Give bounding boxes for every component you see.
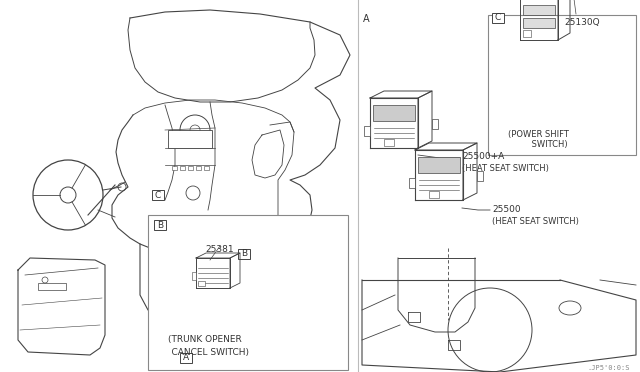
Bar [180, 166, 185, 170]
Text: B: B [157, 221, 163, 230]
Text: (TRUNK OPENER: (TRUNK OPENER [168, 335, 242, 344]
Bar [373, 105, 415, 121]
Ellipse shape [559, 301, 581, 315]
Bar [148, 215, 348, 370]
Text: CANCEL SWITCH): CANCEL SWITCH) [161, 348, 250, 357]
Text: (HEAT SEAT SWITCH): (HEAT SEAT SWITCH) [492, 217, 579, 226]
Bar [172, 166, 177, 170]
Text: C: C [495, 13, 501, 22]
Bar [204, 166, 209, 170]
Bar [180, 353, 192, 363]
Bar [418, 157, 460, 173]
Text: 25381: 25381 [205, 245, 234, 254]
Text: 25500+A: 25500+A [462, 152, 504, 161]
Bar [196, 166, 201, 170]
Text: (POWER SHIFT: (POWER SHIFT [508, 130, 569, 139]
Bar [154, 220, 166, 230]
Bar [364, 126, 370, 136]
Bar [429, 191, 439, 198]
Bar [38, 283, 66, 290]
Bar [198, 281, 205, 286]
Bar [488, 15, 636, 155]
Bar [168, 130, 212, 148]
Text: 25130Q: 25130Q [564, 18, 600, 27]
Text: A: A [363, 14, 370, 24]
Text: .JP5'0:0:S: .JP5'0:0:S [588, 365, 630, 371]
Bar [409, 178, 415, 188]
Bar [238, 249, 250, 259]
Bar [432, 119, 438, 129]
Bar [523, 30, 531, 37]
Text: 25500: 25500 [492, 205, 520, 214]
Text: A: A [183, 353, 189, 362]
Bar [384, 139, 394, 146]
Bar [477, 171, 483, 181]
Bar [523, 5, 555, 15]
Bar [523, 18, 555, 28]
Bar [188, 166, 193, 170]
Bar [152, 190, 164, 200]
Bar [192, 272, 196, 280]
Text: B: B [241, 250, 247, 259]
Text: C: C [155, 190, 161, 199]
Bar [168, 272, 186, 278]
Text: SWITCH): SWITCH) [508, 140, 568, 149]
Text: (HEAT SEAT SWITCH): (HEAT SEAT SWITCH) [462, 164, 549, 173]
Bar [492, 13, 504, 23]
